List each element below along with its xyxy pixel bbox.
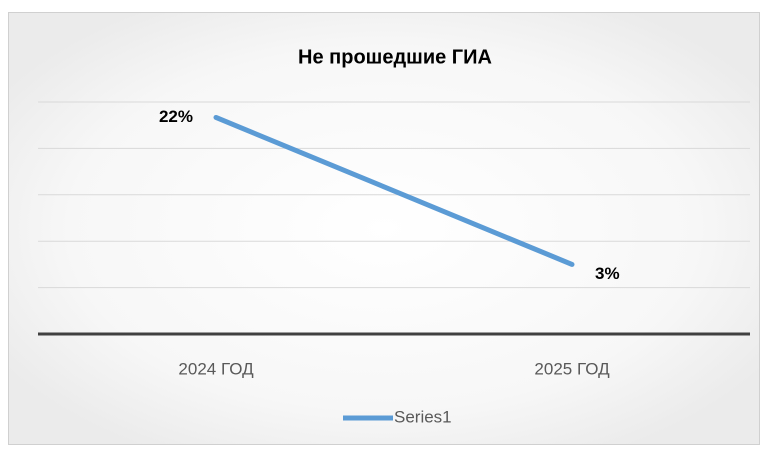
- data-label: 3%: [595, 264, 620, 283]
- data-label: 22%: [159, 107, 193, 126]
- chart-area: [8, 12, 760, 445]
- chart-title: Не прошедшие ГИА: [298, 46, 492, 68]
- x-tick-label: 2024 ГОД: [178, 359, 254, 378]
- legend-label: Series1: [394, 407, 452, 426]
- x-tick-label: 2025 ГОД: [534, 359, 610, 378]
- line-series: [213, 114, 575, 267]
